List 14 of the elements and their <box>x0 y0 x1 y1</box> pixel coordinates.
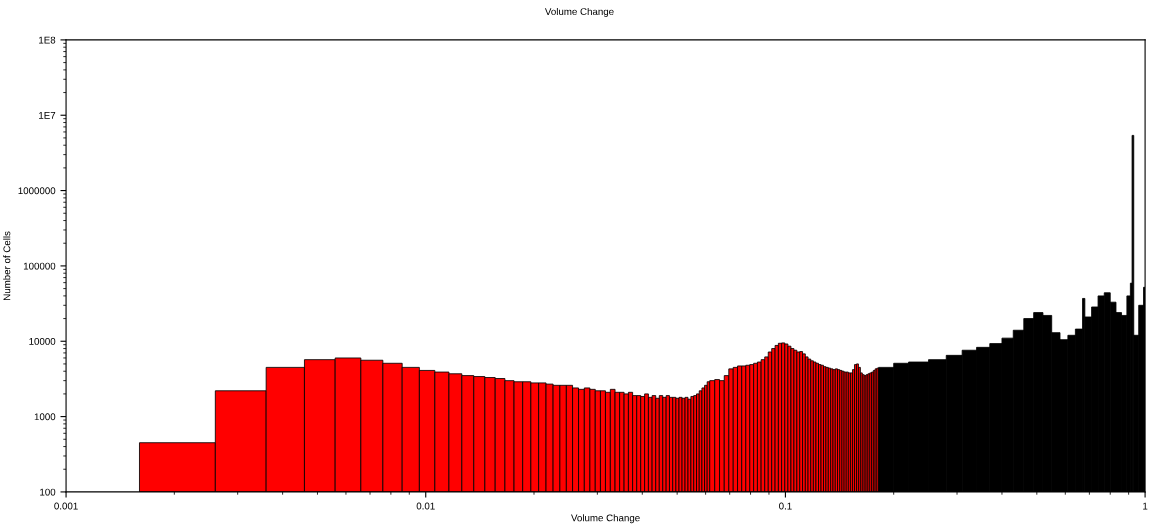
y-tick-label: 1000000 <box>18 187 56 195</box>
y-tick-label: 1E8 <box>39 36 56 44</box>
chart-title: Volume Change <box>544 7 614 17</box>
y-tick-label: 1000 <box>34 413 56 421</box>
y-axis-title: Number of Cells <box>3 231 11 300</box>
y-tick-label: 100 <box>40 488 56 496</box>
x-tick-label: 0.01 <box>416 502 435 510</box>
x-tick-label: 0.001 <box>54 502 78 510</box>
x-tick-label: 0.1 <box>779 502 792 510</box>
y-tick-label: 100000 <box>23 262 56 270</box>
x-axis-title: Volume Change <box>571 514 640 524</box>
y-tick-label: 10000 <box>29 337 56 345</box>
y-tick-label: 1E7 <box>39 112 56 119</box>
x-tick-label: 1 <box>1143 502 1148 510</box>
